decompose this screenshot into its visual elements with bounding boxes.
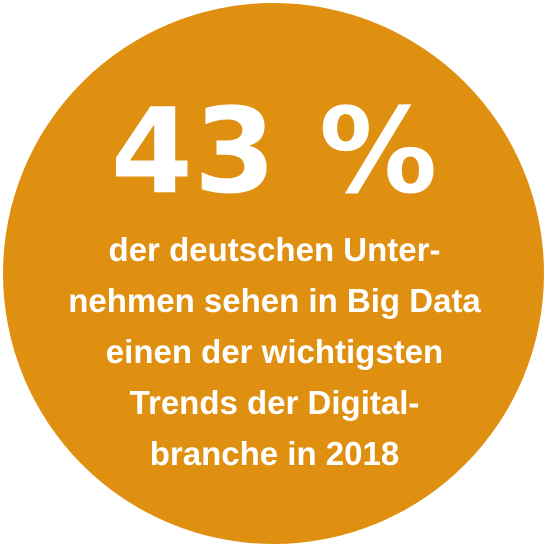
caption-line: einen der wichtigsten: [105, 333, 444, 370]
caption-line: branche in 2018: [149, 435, 400, 472]
caption-line: Trends der Digital-: [129, 384, 420, 421]
stat-caption: der deutschen Unter- nehmen sehen in Big…: [0, 224, 549, 479]
caption-line: nehmen sehen in Big Data: [68, 282, 481, 319]
caption-line: der deutschen Unter-: [108, 231, 441, 268]
orange-circle-badge: [3, 3, 544, 544]
percentage-stat: 43 %: [110, 82, 439, 220]
